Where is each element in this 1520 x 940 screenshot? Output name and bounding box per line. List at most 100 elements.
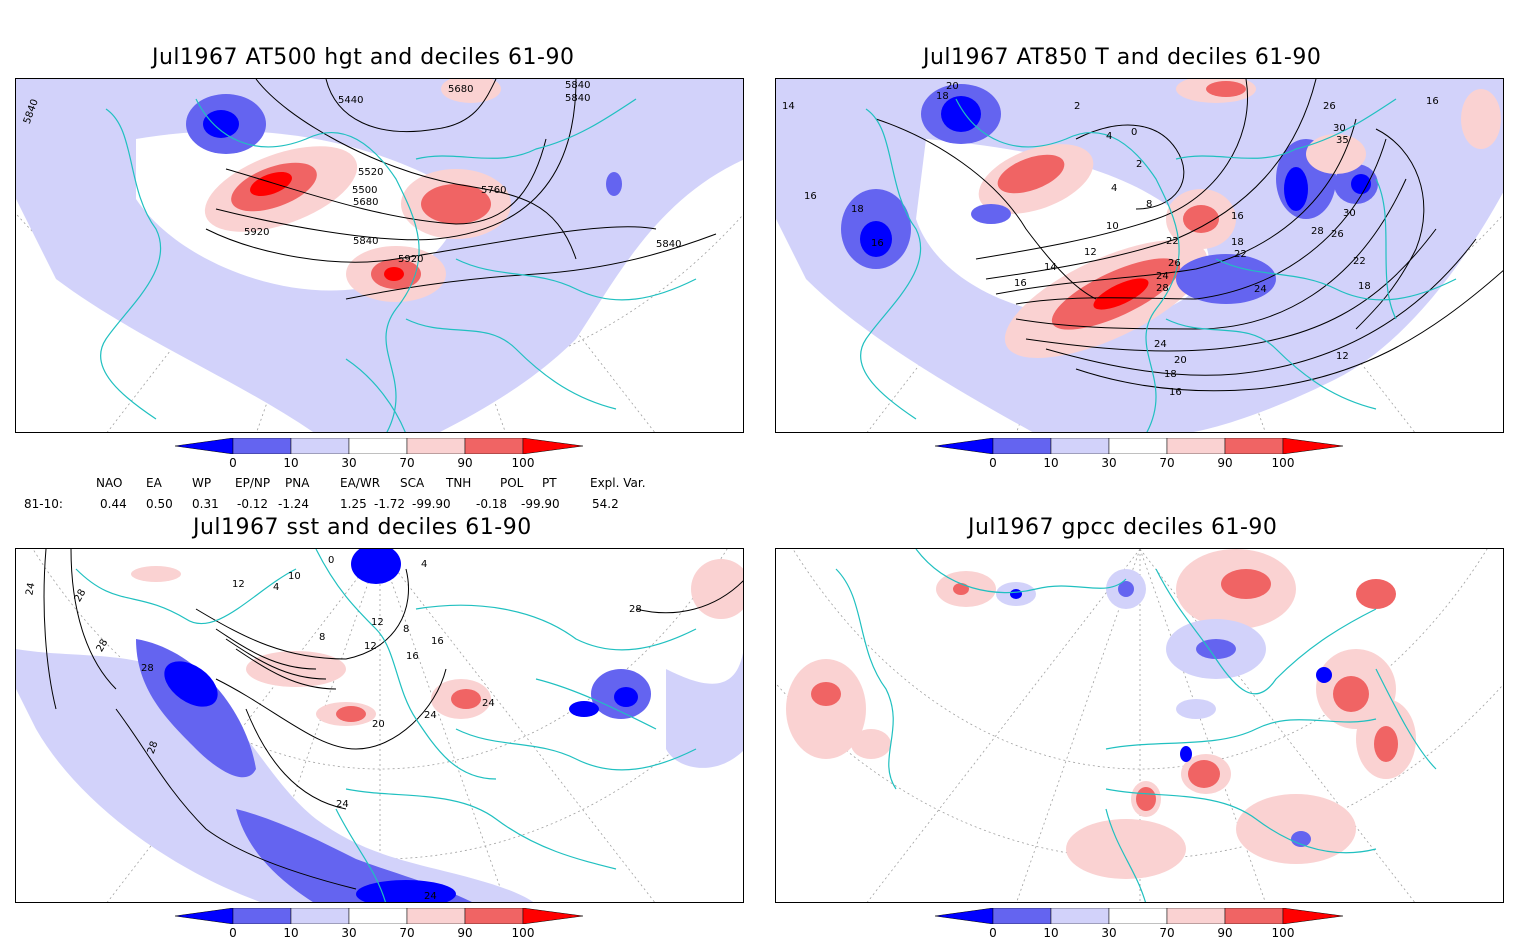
contour-label: 26 [1323, 101, 1336, 112]
contour-label: 26 [1168, 258, 1181, 269]
colorbar-tick: 10 [283, 926, 299, 940]
index-header: SCA [400, 476, 425, 490]
map-t850: 20 18 14 16 18 16 2 4 0 2 4 8 10 12 14 1… [776, 79, 1503, 432]
index-value: -99.90 [412, 497, 451, 511]
index-header: PT [542, 476, 557, 490]
index-header: EA [146, 476, 162, 490]
contour-label: 5680 [448, 84, 473, 95]
contour-label: 28 [95, 637, 111, 654]
colorbar-swatches [934, 437, 1344, 455]
colorbar-swatch [406, 907, 466, 925]
contour-label: 24 [336, 799, 349, 810]
colorbar-swatch [1050, 437, 1110, 455]
colorbar-swatch [348, 437, 408, 455]
colorbar-tick: 10 [1043, 926, 1059, 940]
colorbar-swatch [1166, 907, 1226, 925]
index-header: NAO [96, 476, 123, 490]
map-panel-hgt500: 5840 5440 5680 5840 5840 5520 5500 5680 … [15, 78, 744, 433]
colorbar-tick: 70 [1159, 926, 1175, 940]
contour-label: 5440 [338, 95, 363, 106]
contour-label: 5520 [358, 167, 383, 178]
colorbar-tick: 30 [341, 926, 357, 940]
colorbar-hgt500: 0 10 30 70 90 100 [174, 437, 585, 470]
grid-lines [16, 549, 743, 902]
contour-label: 0 [328, 555, 334, 566]
panel-title-sst: Jul1967 sst and deciles 61-90 [193, 515, 532, 540]
colorbar-tick: 70 [399, 926, 415, 940]
contour-label: 12 [232, 579, 245, 590]
contour-label: 35 [1336, 135, 1349, 146]
decile-shading [16, 549, 743, 902]
colorbar-tick: 10 [1043, 456, 1059, 470]
colorbar-tick: 90 [457, 456, 473, 470]
colorbar-swatch [464, 437, 524, 455]
contour-label: 16 [1169, 387, 1182, 398]
contour-label: 28 [1311, 226, 1324, 237]
colorbar-swatch [406, 437, 466, 455]
colorbar-swatch [290, 907, 350, 925]
contour-label: 24 [1154, 339, 1167, 350]
contour-label: 16 [871, 238, 884, 249]
colorbar-tick: 0 [989, 926, 997, 940]
map-hgt500: 5840 5440 5680 5840 5840 5520 5500 5680 … [16, 79, 743, 432]
contour-label: 12 [371, 617, 384, 628]
colorbar-tick: 10 [283, 456, 299, 470]
contour-label: 18 [851, 204, 864, 215]
colorbar-swatch [522, 907, 584, 925]
colorbar-tick: 90 [457, 926, 473, 940]
decile-shading [16, 79, 743, 432]
index-header: EA/WR [340, 476, 381, 490]
colorbar-swatch [232, 907, 292, 925]
contour-label: 16 [1426, 96, 1439, 107]
contour-label: 24 [424, 710, 437, 721]
colorbar-swatch [1224, 437, 1284, 455]
contour-label: 4 [1106, 131, 1112, 142]
contour-label: 16 [1231, 211, 1244, 222]
index-value: 1.25 [340, 497, 367, 511]
colorbar-tick: 30 [341, 456, 357, 470]
contour-label: 20 [1174, 355, 1187, 366]
colorbar-t850: 0 10 30 70 90 100 [934, 437, 1345, 470]
colorbar-tick: 90 [1217, 456, 1233, 470]
contour-label: 24 [1254, 284, 1267, 295]
contour-label: 5840 [565, 93, 590, 104]
contour-label: 4 [1111, 183, 1117, 194]
contour-label: 10 [288, 571, 301, 582]
panel-title-gpcc: Jul1967 gpcc deciles 61-90 [968, 515, 1278, 540]
contour-label: 18 [1164, 369, 1177, 380]
contour-label: 5840 [656, 239, 681, 250]
contour-label: 8 [1146, 199, 1152, 210]
colorbar-tick: 100 [1271, 456, 1295, 470]
colorbar-swatch [934, 907, 994, 925]
coastlines [835, 549, 1437, 902]
index-value: 0.50 [146, 497, 173, 511]
colorbar-swatch [1282, 437, 1344, 455]
map-panel-gpcc [775, 548, 1504, 903]
index-value: -1.24 [278, 497, 310, 511]
contour-label: 16 [1014, 278, 1027, 289]
contour-label: 20 [946, 81, 959, 92]
contour-label: 12 [364, 641, 377, 652]
contour-label: 0 [1131, 127, 1137, 138]
contour-label: 12 [1336, 351, 1349, 362]
contour-lines [43, 549, 743, 890]
colorbar-swatch [232, 437, 292, 455]
index-header: WP [192, 476, 212, 490]
colorbar-swatch [464, 907, 524, 925]
colorbar-tick: 100 [1271, 926, 1295, 940]
colorbar-swatch [348, 907, 408, 925]
contour-label: 5500 [352, 185, 377, 196]
colorbar-swatch [290, 437, 350, 455]
colorbar-gpcc: 0 10 30 70 90 100 [934, 907, 1345, 940]
contour-label: 16 [406, 651, 419, 662]
colorbar-sst: 0 10 30 70 90 100 [174, 907, 585, 940]
contour-label: 14 [1044, 262, 1057, 273]
index-value: 54.2 [592, 497, 619, 511]
contour-label: 28 [629, 604, 642, 615]
contour-label: 16 [804, 191, 817, 202]
colorbar-swatch [1108, 437, 1168, 455]
colorbar-tick: 70 [399, 456, 415, 470]
contour-label: 24 [424, 891, 437, 902]
contour-label: 5760 [481, 185, 506, 196]
contour-label: 24 [1156, 271, 1169, 282]
